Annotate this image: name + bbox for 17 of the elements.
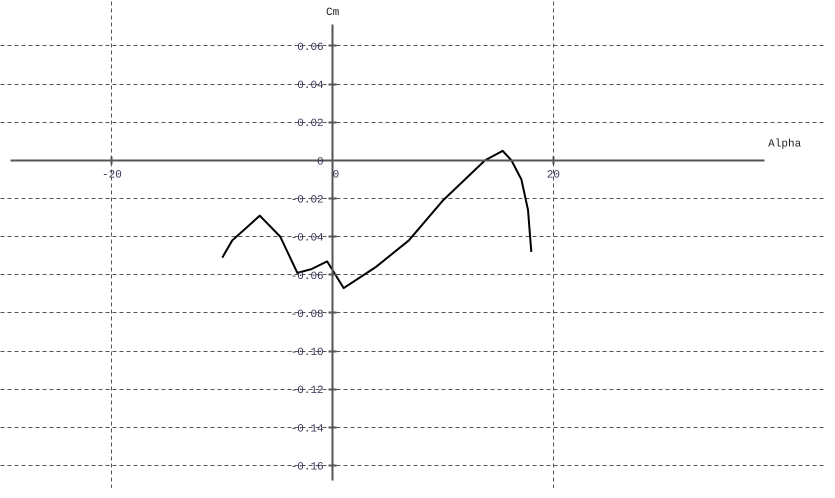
y-tick-label: -0.02 (290, 194, 324, 206)
y-axis-title: Cm (326, 7, 340, 19)
x-tick-label: 0 (326, 169, 340, 182)
x-axis-title: Alpha (768, 138, 802, 150)
y-tick-label: -0.16 (290, 461, 324, 474)
y-tick-label: -0.08 (290, 308, 324, 321)
y-tick-label: -0.12 (290, 385, 324, 398)
y-tick-label: 0.02 (297, 118, 324, 130)
line-series (221, 150, 532, 290)
y-tick-label: -0.04 (290, 232, 324, 245)
x-tick-label: -20 (102, 169, 122, 182)
x-tick-label: 20 (546, 169, 560, 182)
y-tick-label: 0.06 (297, 42, 324, 54)
y-tick-label: 0.04 (297, 80, 324, 92)
y-tick-label: -0.06 (290, 270, 324, 283)
y-tick-label: -0.10 (290, 347, 324, 360)
y-tick-label: -0.14 (290, 423, 324, 436)
